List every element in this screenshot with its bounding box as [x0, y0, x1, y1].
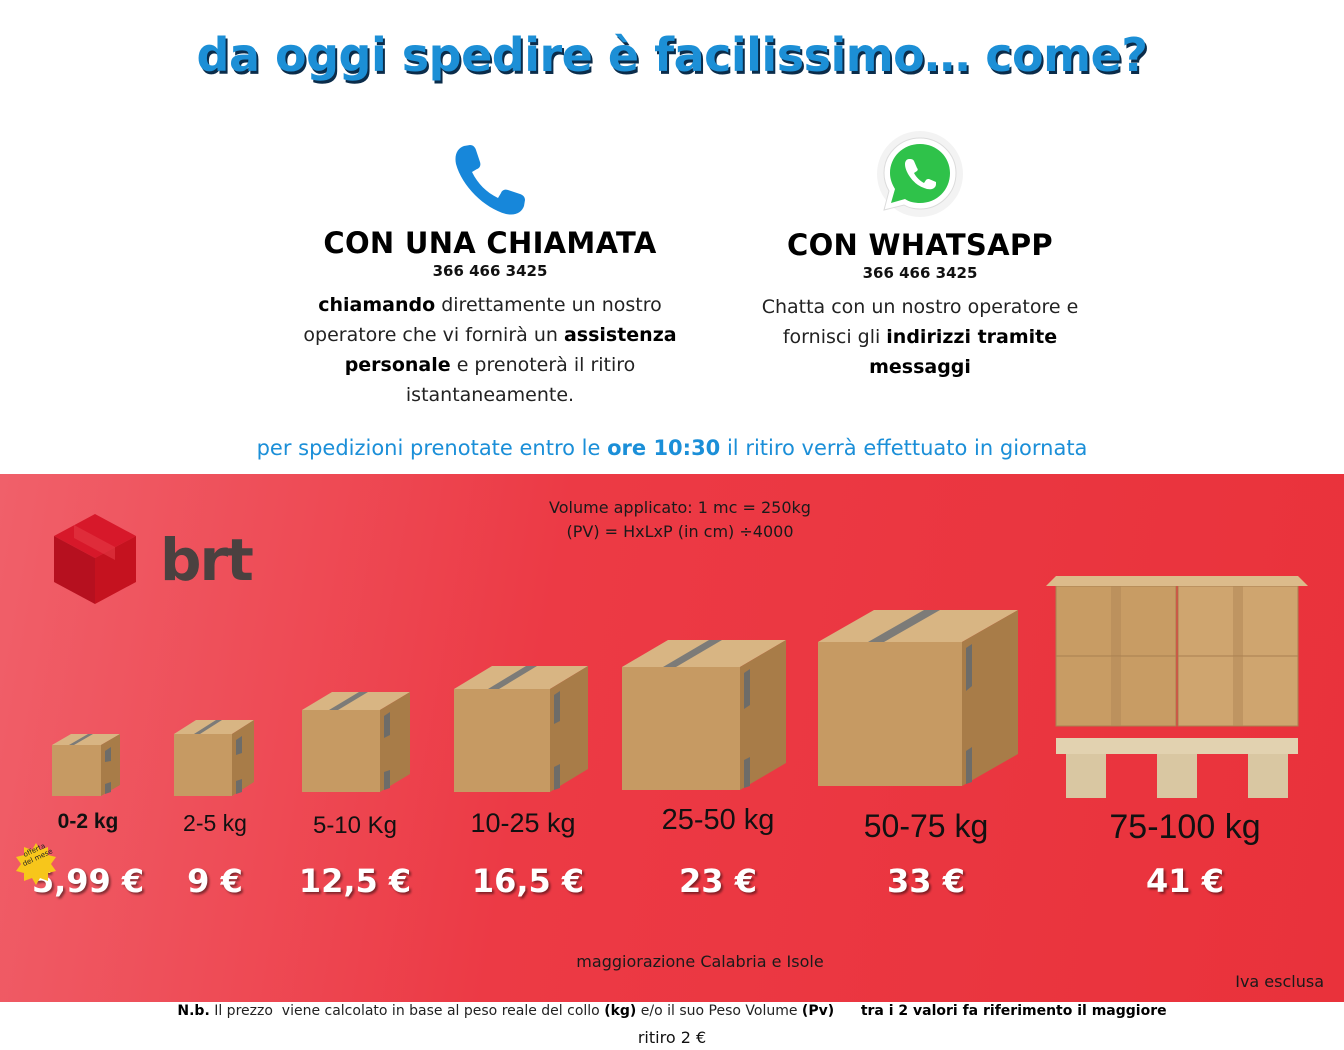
call-desc-bold-1: chiamando — [318, 294, 436, 316]
volume-info: Volume applicato: 1 mc = 250kg (PV) = Hx… — [430, 496, 930, 544]
whatsapp-icon[interactable] — [874, 130, 966, 222]
weight-label: 10-25 kg — [470, 808, 576, 838]
price-label: 9 € — [187, 862, 243, 900]
phone-icon[interactable] — [450, 140, 530, 220]
box-icon — [454, 666, 588, 792]
notice-text-1: per spedizioni prenotate entro le — [256, 436, 608, 460]
call-description: chiamando direttamente un nostro operato… — [290, 290, 690, 410]
notice-text-2: il ritiro verrà effettuato in giornata — [720, 436, 1088, 460]
brt-cube-logo — [54, 514, 136, 604]
weight-label: 2-5 kg — [183, 810, 247, 836]
vat-note: Iva esclusa — [1235, 972, 1324, 991]
price-label: 33 € — [887, 862, 965, 900]
call-phone-number[interactable]: 366 466 3425 — [432, 262, 548, 280]
offer-badge-icon — [16, 843, 56, 885]
volume-line-2: (PV) = HxLxP (in cm) ÷4000 — [566, 522, 794, 541]
weight-label: 75-100 kg — [1109, 808, 1261, 846]
surcharge-note: maggiorazione Calabria e Isole — [576, 952, 824, 971]
pallet-icon — [1046, 576, 1308, 798]
box-icon — [174, 720, 254, 796]
pickup-fee: ritiro 2 € — [637, 1028, 707, 1047]
whatsapp-description: Chatta con un nostro operatore e fornisc… — [750, 292, 1090, 382]
price-label: 16,5 € — [471, 862, 585, 900]
price-panel: Volume applicato: 1 mc = 250kg (PV) = Hx… — [0, 474, 1344, 1002]
footnote-pv: (Pv) — [801, 1003, 835, 1019]
box-icon — [302, 692, 410, 792]
same-day-pickup-notice: per spedizioni prenotate entro le ore 10… — [0, 436, 1344, 460]
price-label: 41 € — [1146, 862, 1224, 900]
call-desc-text-1: direttamente un nostro operatore che vi … — [303, 294, 662, 346]
whatsapp-desc-text-1: Chatta con un nostro operatore e fornisc… — [761, 296, 1079, 348]
footnote-text-2: e/o il suo Peso Volume — [636, 1003, 802, 1019]
footnote-nb: N.b. — [177, 1003, 210, 1019]
price-footnote: N.b. Il prezzo viene calcolato in base a… — [0, 1003, 1344, 1019]
brt-wordmark: brt — [160, 526, 254, 594]
footnote-text-1: Il prezzo viene calcolato in base al pes… — [209, 1003, 605, 1019]
weight-label: 0-2 kg — [57, 810, 119, 833]
price-label: 23 € — [679, 862, 757, 900]
box-icon — [52, 734, 120, 796]
whatsapp-phone-number[interactable]: 366 466 3425 — [862, 264, 978, 282]
whatsapp-section: CON WHATSAPP 366 466 3425 Chatta con un … — [750, 130, 1090, 382]
call-section: CON UNA CHIAMATA 366 466 3425 chiamando … — [290, 140, 690, 410]
call-title: CON UNA CHIAMATA — [323, 226, 657, 260]
whatsapp-desc-bold-1: indirizzi tramite messaggi — [869, 326, 1058, 378]
weight-label: 25-50 kg — [661, 804, 775, 836]
page-title: da oggi spedire è facilissimo… come? — [196, 28, 1148, 82]
call-desc-bold-2: assistenza personale — [344, 324, 677, 376]
price-label: 12,5 € — [298, 862, 412, 900]
call-desc-text-2: e prenoterà il ritiro istantaneamente. — [405, 354, 636, 406]
weight-label: 50-75 kg — [863, 808, 989, 844]
whatsapp-title: CON WHATSAPP — [787, 228, 1053, 262]
box-icon — [818, 610, 1018, 786]
weight-label: 5-10 Kg — [312, 812, 398, 839]
footnote-kg: (kg) — [604, 1003, 637, 1019]
volume-line-1: Volume applicato: 1 mc = 250kg — [549, 498, 811, 517]
notice-time: ore 10:30 — [607, 436, 721, 460]
box-icon — [622, 640, 786, 790]
footnote-bold-end: tra i 2 valori fa riferimento il maggior… — [860, 1003, 1167, 1019]
footnote-text-3 — [834, 1003, 861, 1019]
